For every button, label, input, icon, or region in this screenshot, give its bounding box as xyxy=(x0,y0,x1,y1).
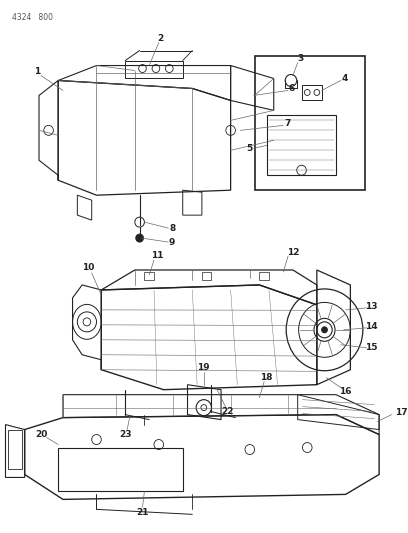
Text: 2: 2 xyxy=(157,34,164,43)
Text: 5: 5 xyxy=(247,144,253,153)
Text: 3: 3 xyxy=(297,54,304,63)
Text: 1: 1 xyxy=(34,67,40,76)
Text: 12: 12 xyxy=(287,247,299,256)
Text: 9: 9 xyxy=(169,238,175,247)
Text: 16: 16 xyxy=(339,387,352,396)
Text: 4: 4 xyxy=(341,74,348,83)
Text: 15: 15 xyxy=(365,343,378,352)
Circle shape xyxy=(136,234,144,242)
Text: 21: 21 xyxy=(136,508,149,517)
Text: 11: 11 xyxy=(151,251,163,260)
Text: 4324   800: 4324 800 xyxy=(12,13,53,22)
Text: 18: 18 xyxy=(260,373,272,382)
Bar xyxy=(255,55,365,190)
Text: 23: 23 xyxy=(119,430,131,439)
Text: 7: 7 xyxy=(284,119,290,128)
Text: 13: 13 xyxy=(365,302,378,311)
Text: 22: 22 xyxy=(222,407,234,416)
Bar xyxy=(8,430,22,470)
Text: 10: 10 xyxy=(82,263,94,272)
Text: 17: 17 xyxy=(395,408,408,417)
Text: 20: 20 xyxy=(36,430,48,439)
Text: 19: 19 xyxy=(197,363,210,372)
Circle shape xyxy=(322,327,327,333)
Text: 14: 14 xyxy=(365,322,378,332)
Text: 6: 6 xyxy=(289,84,295,93)
Text: 8: 8 xyxy=(169,224,175,232)
